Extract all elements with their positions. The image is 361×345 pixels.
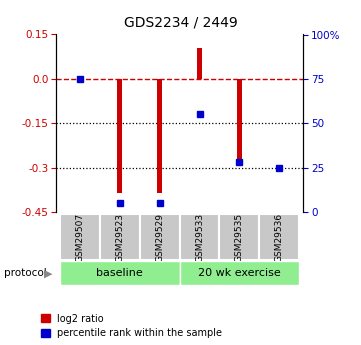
Bar [117,79,122,193]
Text: GSM29536: GSM29536 [275,213,284,262]
Text: ▶: ▶ [44,268,52,278]
Text: GSM29507: GSM29507 [75,213,84,262]
Bar [219,214,259,260]
Bar [180,214,219,260]
Text: protocol: protocol [4,268,46,278]
Bar [60,214,100,260]
Text: GSM29529: GSM29529 [155,213,164,262]
Text: GDS2234 / 2449: GDS2234 / 2449 [123,16,238,30]
Bar [259,214,299,260]
Bar [140,214,180,260]
Bar [180,261,299,285]
Legend: log2 ratio, percentile rank within the sample: log2 ratio, percentile rank within the s… [41,314,222,338]
Text: GSM29535: GSM29535 [235,213,244,262]
Bar [157,79,162,193]
Text: GSM29533: GSM29533 [195,213,204,262]
Bar [100,214,140,260]
Text: 20 wk exercise: 20 wk exercise [198,268,281,278]
Text: GSM29523: GSM29523 [115,213,124,262]
Bar [197,48,202,79]
Bar [237,79,242,159]
Bar [60,261,180,285]
Text: baseline: baseline [96,268,143,278]
Bar [277,79,282,80]
